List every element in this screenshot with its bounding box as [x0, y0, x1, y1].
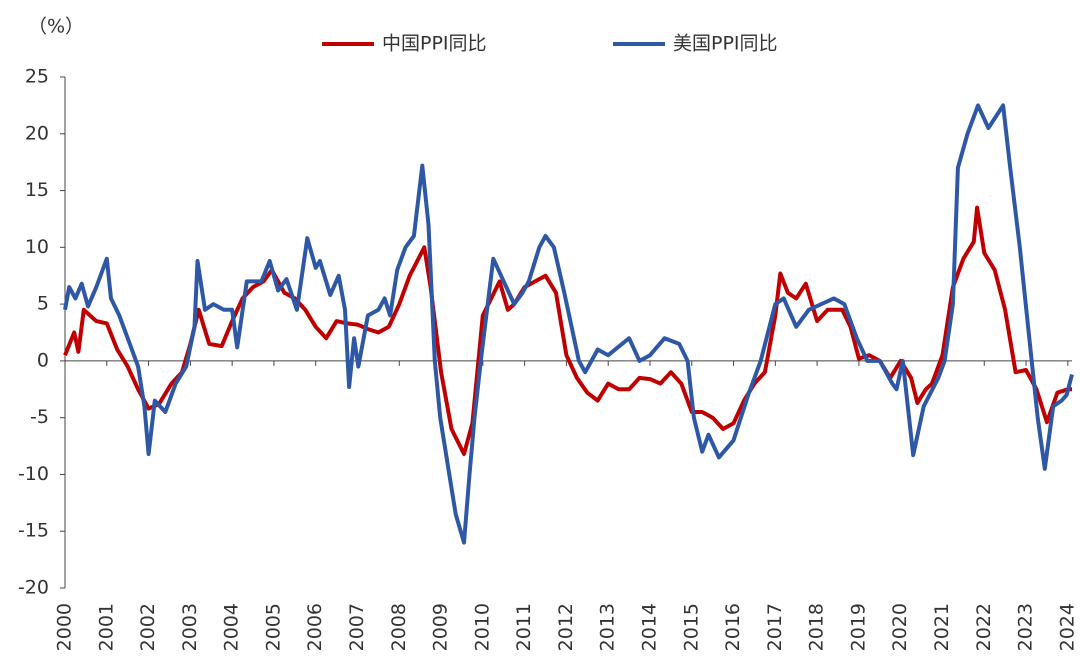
- y-tick-label: -10: [18, 463, 49, 485]
- y-tick-label: -15: [18, 520, 49, 542]
- y-tick-label: 10: [25, 236, 49, 258]
- unit-label: （%）: [28, 16, 84, 38]
- x-tick-label: 2001: [95, 603, 117, 651]
- y-tick-label: 15: [25, 179, 49, 201]
- series-line: [63, 205, 1072, 456]
- x-tick-label: 2014: [638, 603, 660, 651]
- x-tick-label: 2016: [722, 603, 744, 651]
- x-tick-label: 2019: [847, 603, 869, 651]
- legend-label: 美国PPI同比: [673, 33, 778, 55]
- x-tick-label: 2009: [430, 603, 452, 651]
- y-tick-label: -5: [30, 406, 49, 428]
- x-tick-label: 2015: [680, 603, 702, 651]
- y-tick-label: 20: [25, 122, 49, 144]
- series-line: [63, 103, 1074, 545]
- y-tick-label: 5: [37, 293, 49, 315]
- x-tick-label: 2005: [262, 603, 284, 651]
- x-tick-label: 2007: [346, 603, 368, 651]
- x-tick-label: 2012: [555, 603, 577, 651]
- x-tick-label: 2008: [388, 603, 410, 651]
- x-tick-label: 2000: [54, 603, 76, 651]
- x-tick-label: 2004: [221, 603, 243, 651]
- x-tick-label: 2023: [1015, 603, 1037, 651]
- y-tick-label: 0: [37, 349, 49, 371]
- x-tick-label: 2022: [973, 603, 995, 651]
- y-tick-label: -20: [18, 577, 49, 599]
- x-tick-label: 2021: [931, 603, 953, 651]
- x-tick-label: 2002: [137, 603, 159, 651]
- x-tick-label: 2011: [513, 603, 535, 651]
- x-tick-label: 2013: [597, 603, 619, 651]
- x-tick-label: 2018: [806, 603, 828, 651]
- legend-label: 中国PPI同比: [382, 33, 487, 55]
- x-tick-label: 2006: [304, 603, 326, 651]
- x-tick-label: 2024: [1056, 603, 1078, 651]
- x-tick-label: 2020: [889, 603, 911, 651]
- y-tick-label: 25: [25, 66, 49, 88]
- x-tick-label: 2010: [471, 603, 493, 651]
- x-tick-label: 2003: [179, 603, 201, 651]
- x-tick-label: 2017: [764, 603, 786, 651]
